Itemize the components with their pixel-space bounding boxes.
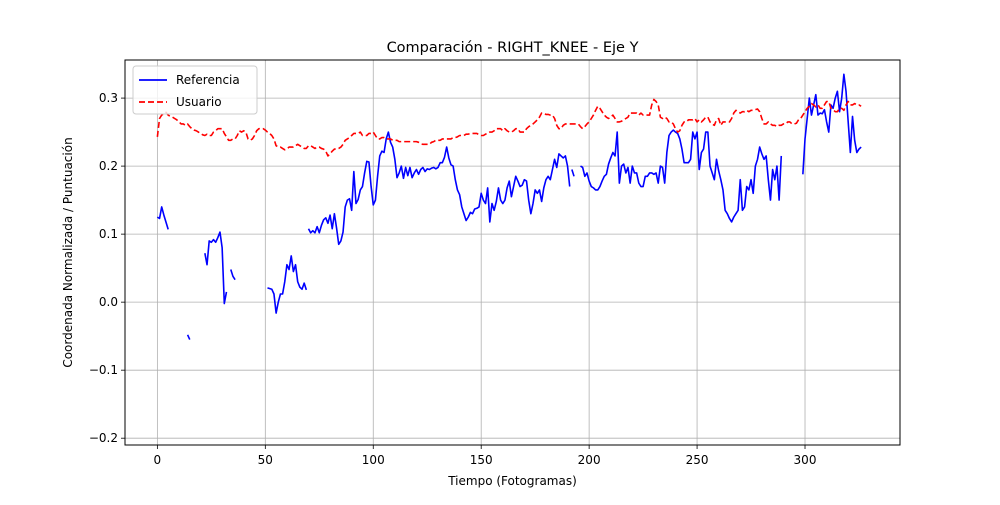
y-tick-label: 0.3 xyxy=(99,91,118,105)
y-tick-label: 0.1 xyxy=(99,227,118,241)
x-tick-label: 0 xyxy=(154,453,162,467)
x-tick-label: 250 xyxy=(686,453,709,467)
series-line-referencia xyxy=(307,131,571,246)
legend-box xyxy=(132,65,258,115)
legend: Referencia Usuario xyxy=(132,65,258,115)
series-lines xyxy=(156,73,862,340)
y-tick-label: 0.0 xyxy=(99,295,118,309)
series-line-referencia xyxy=(204,231,228,305)
y-tick-label: −0.1 xyxy=(89,363,118,377)
y-tick-label: −0.2 xyxy=(89,431,118,445)
series-line-referencia xyxy=(186,334,191,340)
series-line-referencia xyxy=(267,255,308,314)
x-tick-label: 200 xyxy=(578,453,601,467)
series-line-referencia xyxy=(580,129,783,223)
series-line-referencia xyxy=(802,73,862,175)
axis-ticks: 0 50 100 150 200 250 300 −0.2 −0.1 0.0 0.1 0.2 0.3 xyxy=(89,91,817,467)
series-line-referencia xyxy=(571,169,575,177)
y-axis-label: Coordenada Normalizada / Puntuación xyxy=(61,137,75,367)
legend-label-referencia: Referencia xyxy=(176,73,240,87)
x-tick-label: 50 xyxy=(258,453,273,467)
x-tick-label: 150 xyxy=(470,453,493,467)
y-tick-label: 0.2 xyxy=(99,159,118,173)
grid-lines xyxy=(125,60,900,445)
series-line-usuario xyxy=(156,98,862,157)
series-line-referencia xyxy=(230,269,236,281)
chart-title: Comparación - RIGHT_KNEE - Eje Y xyxy=(387,40,639,56)
x-tick-label: 100 xyxy=(362,453,385,467)
legend-label-usuario: Usuario xyxy=(176,95,222,109)
x-tick-label: 300 xyxy=(794,453,817,467)
plot-area-frame xyxy=(124,59,901,446)
x-axis-label: Tiempo (Fotogramas) xyxy=(447,474,577,488)
series-line-referencia xyxy=(156,206,169,230)
